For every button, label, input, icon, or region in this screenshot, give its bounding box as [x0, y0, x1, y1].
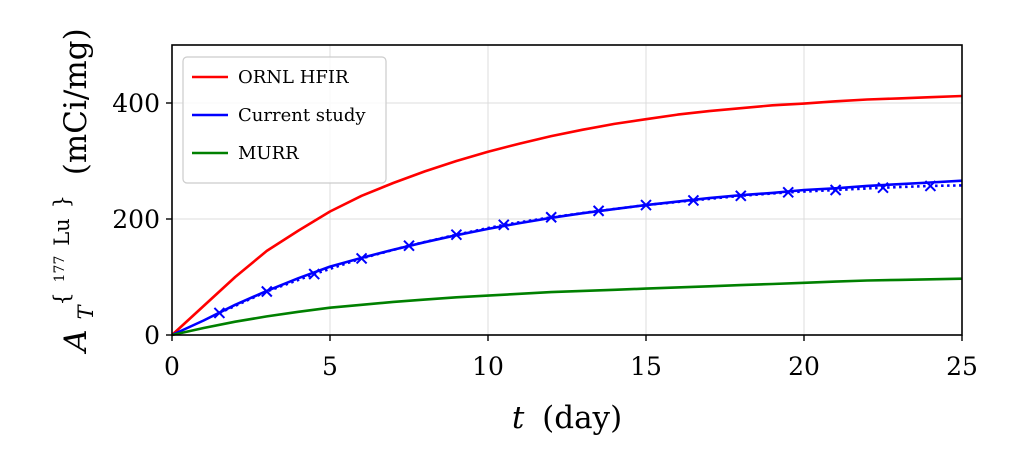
legend-label: ORNL HFIR [238, 67, 349, 88]
x-axis-unit: (day) [542, 400, 622, 436]
series-marker [735, 190, 747, 202]
series-marker [924, 180, 937, 192]
series-marker [829, 184, 842, 196]
svg-text:A T { 177: A T { 177 Lu } (mCi/mg) [36, 28, 101, 354]
x-tick-label: 15 [630, 352, 662, 381]
x-axis-variable: t [512, 400, 525, 436]
series-marker [261, 285, 273, 298]
y-axis-subscript: T [74, 303, 98, 319]
x-tick-label: 25 [946, 352, 978, 381]
series-line-0 [171, 94, 963, 336]
y-axis-unit: (mCi/mg) [58, 28, 94, 175]
y-axis-mass-number: 177 [52, 256, 68, 283]
series-marker [592, 205, 605, 217]
axis-ticks: 0 5 10 15 20 25 0 200 400 [112, 89, 978, 381]
x-tick-label: 20 [788, 352, 820, 381]
legend-label: MURR [238, 143, 299, 164]
x-tick-label: 0 [164, 352, 180, 381]
series-marker [545, 211, 557, 223]
legend-box [182, 56, 387, 184]
series-line-1 [171, 179, 963, 337]
plot-frame [171, 44, 963, 336]
x-tick-label: 10 [472, 352, 504, 381]
y-axis-title: A T { 177 Lu } (mCi/mg) [36, 28, 101, 354]
series-marker [782, 186, 794, 199]
series-line-3 [171, 277, 963, 337]
plot-series [171, 94, 963, 337]
series-marker [877, 181, 889, 194]
y-tick-label: 0 [144, 321, 160, 350]
y-axis-symbol: A [58, 329, 94, 354]
series-marker [403, 239, 415, 252]
series-marker [687, 194, 700, 207]
series-marker [308, 268, 320, 280]
y-tick-label: 400 [112, 89, 160, 118]
legend-label: Current study [238, 105, 366, 126]
x-tick-label: 5 [322, 352, 338, 381]
legend: ORNL HFIR Current study MURR [182, 56, 387, 184]
series-marker [450, 228, 463, 241]
series-marker [498, 219, 510, 231]
y-axis-element: Lu [50, 218, 74, 245]
y-tick-label: 200 [112, 205, 160, 234]
series-marker [355, 252, 368, 265]
x-axis-title: t (day) [512, 400, 622, 436]
series-line-2 [218, 184, 963, 315]
series-marker [640, 199, 652, 211]
series-marker [213, 307, 226, 319]
